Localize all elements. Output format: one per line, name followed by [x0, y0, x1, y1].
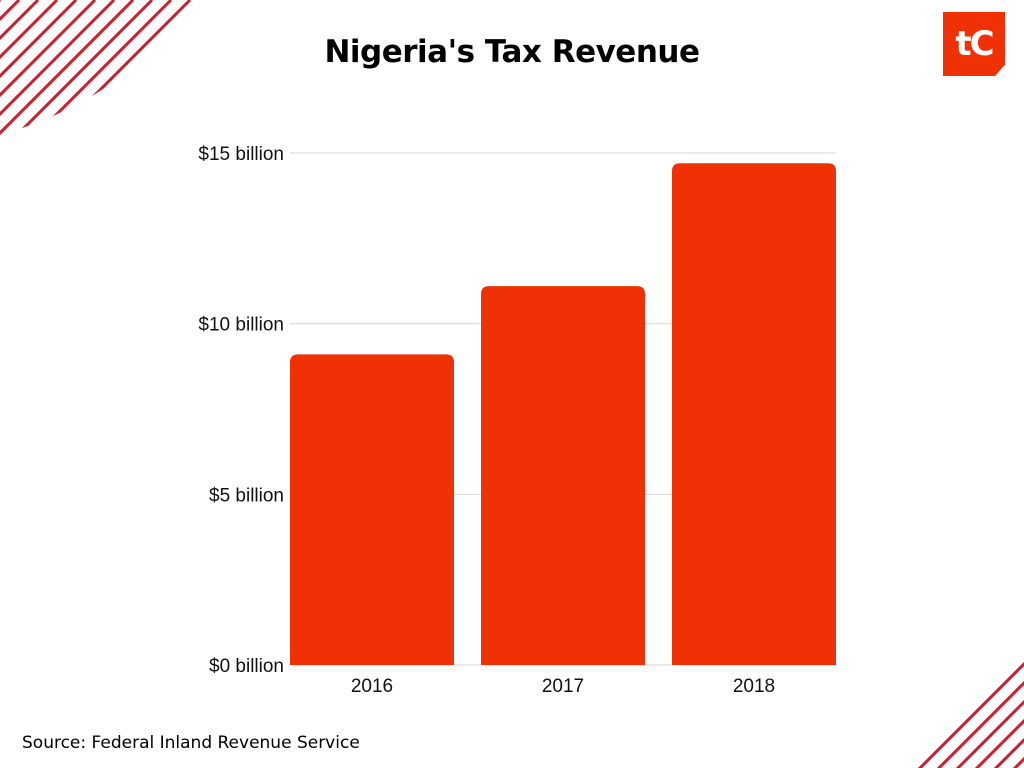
stripe	[0, 0, 59, 135]
stripe	[954, 660, 1024, 768]
x-tick-label: 2017	[542, 676, 584, 697]
brand-logo: tC	[943, 12, 1005, 76]
x-tick-label: 2016	[351, 676, 393, 697]
stripe	[916, 660, 1024, 768]
bar-2017	[481, 286, 645, 665]
y-tick-label: $5 billion	[209, 485, 284, 506]
stripe	[935, 660, 1024, 768]
stripe	[0, 0, 40, 135]
chart-title: Nigeria's Tax Revenue	[324, 34, 700, 70]
stripe	[992, 660, 1024, 768]
x-tick-label: 2018	[733, 676, 775, 697]
stripe	[0, 0, 154, 135]
bar-2018	[672, 163, 836, 666]
stripe	[0, 0, 135, 135]
y-tick-label: $10 billion	[198, 315, 284, 336]
stripe	[0, 0, 97, 135]
source-note: Source: Federal Inland Revenue Service	[22, 733, 360, 753]
stripe	[973, 660, 1024, 768]
y-tick-label: $0 billion	[209, 656, 284, 677]
y-tick-label: $15 billion	[198, 144, 284, 165]
stripe	[0, 0, 116, 135]
stripe	[0, 0, 78, 135]
bar-2016	[290, 354, 454, 665]
